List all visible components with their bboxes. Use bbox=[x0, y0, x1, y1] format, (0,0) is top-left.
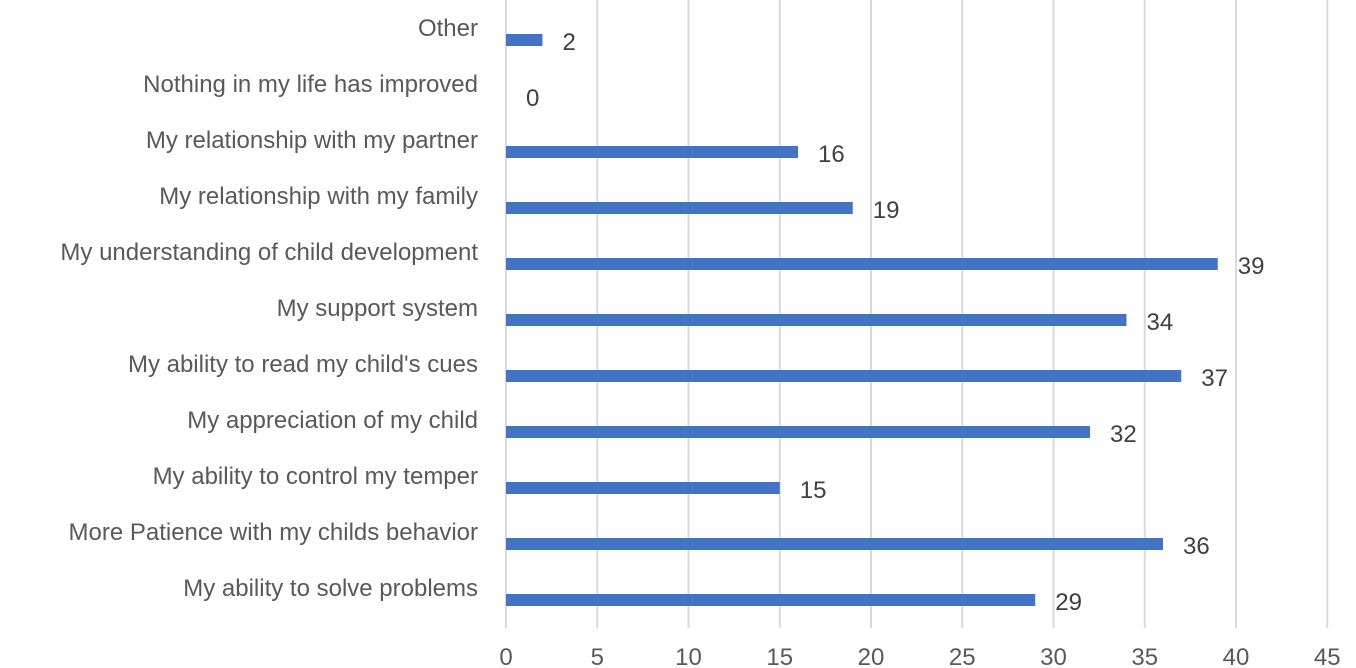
x-tick-label: 45 bbox=[1314, 644, 1341, 668]
x-tick-label: 0 bbox=[499, 644, 512, 668]
data-label: 34 bbox=[1147, 309, 1174, 336]
data-labels: 2 0 16 19 39 34 37 32 15 36 29 bbox=[526, 29, 1264, 616]
bars bbox=[506, 34, 1218, 606]
bar bbox=[506, 594, 1036, 606]
x-tick-label: 25 bbox=[949, 644, 976, 668]
category-label: My relationship with my partner bbox=[146, 127, 478, 154]
category-label: More Patience with my childs behavior bbox=[68, 519, 478, 546]
data-label: 39 bbox=[1238, 253, 1265, 280]
data-label: 36 bbox=[1183, 533, 1210, 560]
bar bbox=[506, 258, 1218, 270]
data-label: 0 bbox=[526, 85, 539, 112]
data-label: 29 bbox=[1055, 589, 1082, 616]
category-label: My appreciation of my child bbox=[187, 407, 478, 434]
x-tick-label: 30 bbox=[1040, 644, 1067, 668]
x-tick-label: 5 bbox=[591, 644, 604, 668]
data-label: 32 bbox=[1110, 421, 1137, 448]
bar bbox=[506, 538, 1163, 550]
category-labels: Other Nothing in my life has improved My r… bbox=[60, 15, 478, 602]
x-tick-label: 10 bbox=[675, 644, 702, 668]
x-tick-labels: 0 5 10 15 20 25 30 35 40 45 bbox=[499, 644, 1340, 668]
category-label: My understanding of child development bbox=[60, 239, 478, 266]
data-label: 15 bbox=[800, 477, 827, 504]
category-label: My ability to read my child's cues bbox=[128, 351, 478, 378]
category-label: My ability to control my temper bbox=[153, 463, 478, 490]
x-tick-label: 35 bbox=[1131, 644, 1158, 668]
data-label: 37 bbox=[1201, 365, 1228, 392]
bar bbox=[506, 426, 1090, 438]
x-tick-label: 20 bbox=[858, 644, 885, 668]
x-tick-label: 15 bbox=[766, 644, 793, 668]
bar bbox=[506, 202, 853, 214]
bar bbox=[506, 314, 1127, 326]
bar bbox=[506, 34, 543, 46]
data-label: 16 bbox=[818, 141, 845, 168]
bar bbox=[506, 146, 798, 158]
bar bbox=[506, 370, 1182, 382]
data-label: 19 bbox=[873, 197, 900, 224]
category-label: My relationship with my family bbox=[159, 183, 478, 210]
bar bbox=[506, 482, 780, 494]
category-label: My ability to solve problems bbox=[183, 575, 478, 602]
x-tick-label: 40 bbox=[1223, 644, 1250, 668]
data-label: 2 bbox=[563, 29, 576, 56]
category-label: My support system bbox=[277, 295, 478, 322]
category-label: Other bbox=[418, 15, 478, 42]
category-label: Nothing in my life has improved bbox=[143, 71, 478, 98]
